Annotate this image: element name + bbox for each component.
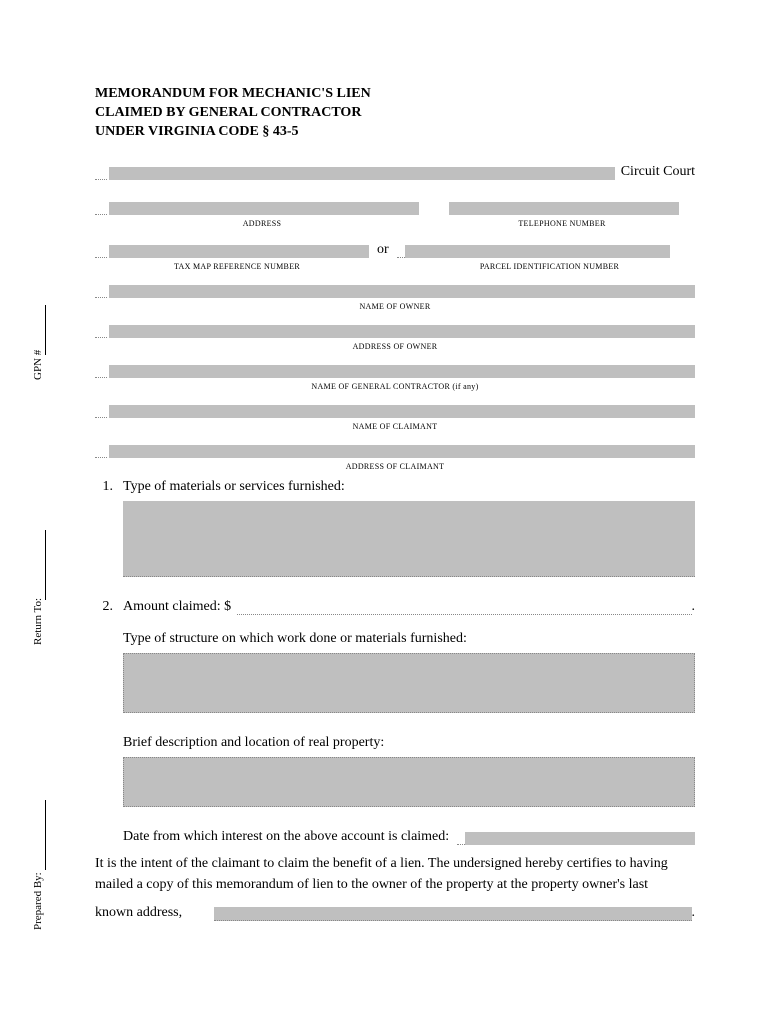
item-1-number: 1. — [95, 479, 123, 495]
row-name-owner — [95, 285, 695, 298]
label-circuit-court: Circuit Court — [621, 164, 695, 180]
label-or: or — [377, 242, 389, 258]
caption-name-gc: NAME OF GENERAL CONTRACTOR (if any) — [95, 382, 695, 391]
title-line-3: UNDER VIRGINIA CODE § 43-5 — [95, 123, 695, 142]
dot-leader — [95, 325, 107, 338]
row-name-claimant — [95, 405, 695, 418]
dot-leader — [95, 285, 107, 298]
dot-leader — [95, 445, 107, 458]
row-taxmap-parcel: or — [95, 242, 695, 258]
item-2-number: 2. — [95, 599, 123, 615]
label-brief-desc: Brief description and location of real p… — [123, 735, 695, 751]
field-address-claimant[interactable] — [109, 445, 695, 458]
field-address-owner[interactable] — [109, 325, 695, 338]
caption-address-owner: ADDRESS OF OWNER — [95, 342, 695, 351]
item-2: 2. Amount claimed: $ . — [95, 599, 695, 615]
dot-leader — [95, 405, 107, 418]
label-structure: Type of structure on which work done or … — [123, 631, 695, 647]
field-name-claimant[interactable] — [109, 405, 695, 418]
side-prepared-by-line — [45, 800, 46, 870]
side-prepared-by-label: Prepared By: — [32, 872, 44, 930]
caption-address: ADDRESS — [107, 219, 417, 228]
caption-address-claimant: ADDRESS OF CLAIMANT — [95, 462, 695, 471]
field-brief-desc[interactable] — [123, 757, 695, 807]
field-structure[interactable] — [123, 653, 695, 713]
item-1-text: Type of materials or services furnished: — [123, 479, 695, 495]
field-materials-services[interactable] — [123, 501, 695, 577]
caption-address-phone: ADDRESS TELEPHONE NUMBER — [95, 219, 695, 228]
row-name-gc — [95, 365, 695, 378]
field-telephone[interactable] — [449, 202, 679, 215]
side-gpn-line — [45, 305, 46, 355]
side-return-to-line — [45, 530, 46, 600]
row-address-claimant — [95, 445, 695, 458]
dot-leader — [95, 202, 107, 215]
item-2-content: Amount claimed: $ . — [123, 599, 695, 615]
caption-parcel-id: PARCEL IDENTIFICATION NUMBER — [417, 262, 682, 271]
field-known-address[interactable] — [214, 907, 691, 921]
field-amount-claimed-line[interactable] — [237, 602, 691, 615]
field-court-name[interactable] — [109, 167, 615, 180]
item-1: 1. Type of materials or services furnish… — [95, 479, 695, 495]
side-return-to-label: Return To: — [32, 598, 44, 645]
paragraph-intent: It is the intent of the claimant to clai… — [95, 853, 695, 895]
item-2-prefix: Amount claimed: $ — [123, 599, 231, 615]
field-address[interactable] — [109, 202, 419, 215]
caption-name-claimant: NAME OF CLAIMANT — [95, 422, 695, 431]
row-address-phone — [95, 202, 695, 215]
row-known-address: known address, . — [95, 905, 695, 921]
field-date-interest[interactable] — [465, 832, 695, 845]
field-name-owner[interactable] — [109, 285, 695, 298]
side-gpn-label: GPN # — [32, 350, 44, 380]
title-line-1: MEMORANDUM FOR MECHANIC'S LIEN — [95, 85, 695, 104]
field-name-gc[interactable] — [109, 365, 695, 378]
label-date-interest: Date from which interest on the above ac… — [123, 829, 449, 845]
caption-name-owner: NAME OF OWNER — [95, 302, 695, 311]
caption-taxmap-parcel: TAX MAP REFERENCE NUMBER PARCEL IDENTIFI… — [95, 262, 695, 271]
row-address-owner — [95, 325, 695, 338]
dot-leader — [95, 245, 107, 258]
title-line-2: CLAIMED BY GENERAL CONTRACTOR — [95, 104, 695, 123]
row-date-interest: Date from which interest on the above ac… — [123, 829, 695, 845]
field-parcel-id[interactable] — [405, 245, 670, 258]
form-page: MEMORANDUM FOR MECHANIC'S LIEN CLAIMED B… — [95, 85, 695, 921]
form-title: MEMORANDUM FOR MECHANIC'S LIEN CLAIMED B… — [95, 85, 695, 142]
dot-leader — [95, 167, 107, 180]
row-circuit-court: Circuit Court — [95, 164, 695, 180]
dot-leader — [95, 365, 107, 378]
field-tax-map[interactable] — [109, 245, 369, 258]
caption-telephone: TELEPHONE NUMBER — [447, 219, 677, 228]
caption-tax-map: TAX MAP REFERENCE NUMBER — [107, 262, 367, 271]
label-known-address: known address, — [95, 905, 182, 921]
